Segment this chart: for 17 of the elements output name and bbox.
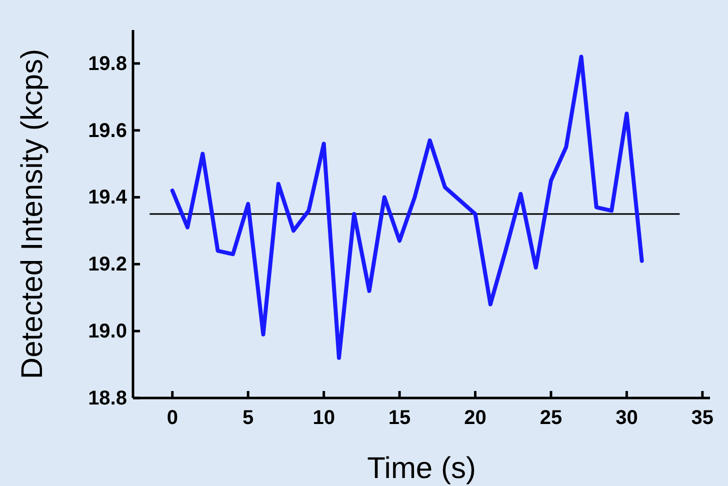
y-tick-label: 19.0 bbox=[88, 320, 127, 342]
y-tick-label: 19.2 bbox=[88, 254, 127, 276]
y-tick-label: 18.8 bbox=[88, 387, 127, 410]
x-tick-label: 20 bbox=[464, 407, 486, 430]
x-tick-label: 10 bbox=[312, 407, 335, 430]
x-tick-label: 15 bbox=[388, 407, 411, 430]
x-tick-label: 30 bbox=[616, 407, 638, 430]
y-tick-label: 19.6 bbox=[88, 120, 127, 142]
x-tick-label: 5 bbox=[242, 407, 254, 430]
line-series bbox=[170, 54, 644, 360]
x-axis-title: Time (s) bbox=[367, 452, 476, 485]
x-tick-label: 25 bbox=[540, 407, 562, 430]
x-tick-label: 35 bbox=[691, 407, 714, 430]
y-tick-label: 19.8 bbox=[88, 52, 127, 75]
x-tick-label: 0 bbox=[166, 407, 178, 430]
y-tick-label: 19.4 bbox=[88, 186, 128, 209]
y-axis-title: Detected Intensity (kcps) bbox=[16, 48, 49, 380]
